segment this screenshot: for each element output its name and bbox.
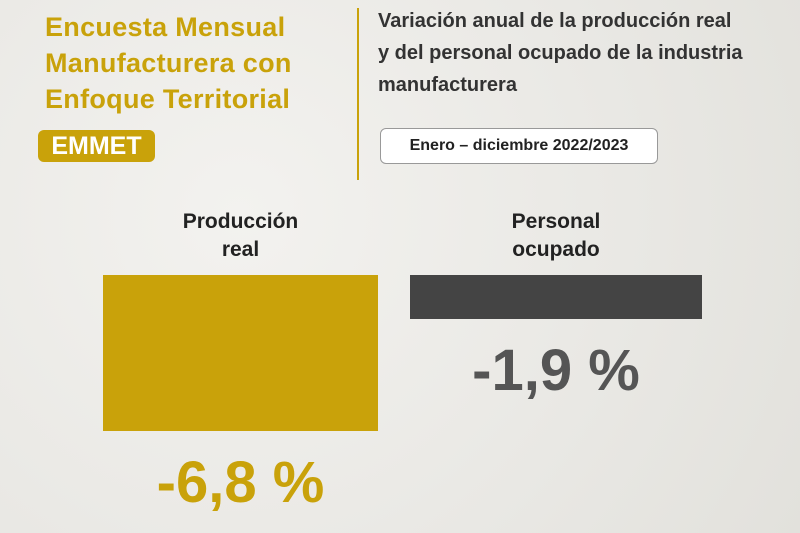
category-label: Producción real: [182, 210, 299, 261]
divider: [357, 8, 359, 180]
category-label: Personal ocupado: [511, 210, 601, 261]
badge: EMMET: [38, 130, 155, 162]
value-label: -6,8 %: [156, 450, 325, 516]
chart-title: Variación anual de la producción real: [378, 10, 732, 32]
brand-title: Enfoque Territorial: [45, 84, 291, 114]
bar: [410, 275, 702, 319]
brand-title: Encuesta Mensual: [45, 12, 286, 42]
chart-title: manufacturera: [378, 74, 517, 96]
value-label: -1,9 %: [472, 337, 640, 403]
chart-title: y del personal ocupado de la industria: [378, 42, 743, 64]
brand-title: Manufacturera con: [45, 48, 292, 78]
bar: [103, 275, 378, 432]
subtitle: Enero – diciembre 2022/2023: [380, 128, 658, 164]
